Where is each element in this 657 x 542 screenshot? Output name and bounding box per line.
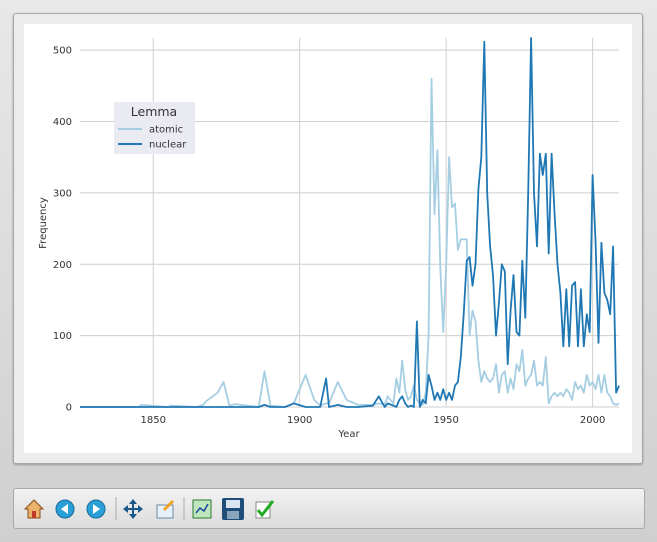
x-tick-label: 1850: [141, 415, 166, 426]
y-tick-label: 100: [53, 331, 72, 342]
x-tick-label: 1950: [433, 415, 458, 426]
y-tick-label: 0: [66, 403, 72, 414]
pan-button[interactable]: [123, 499, 143, 519]
back-button[interactable]: [55, 499, 75, 519]
series-line: [80, 37, 620, 408]
forward-button[interactable]: [86, 499, 106, 519]
y-tick-label: 400: [53, 117, 72, 128]
zoom-button[interactable]: [156, 500, 174, 519]
legend-label: nuclear: [149, 140, 187, 151]
legend-label: atomic: [149, 125, 183, 136]
toolbar-icons: [23, 497, 275, 520]
chart: Year Frequency 0 100 200 300 400 500 1850 1900 1…: [38, 37, 620, 440]
y-tick-label: 200: [53, 260, 72, 271]
save-button[interactable]: [222, 498, 244, 520]
x-axis-label: Year: [337, 429, 360, 440]
series-line: [80, 77, 620, 408]
y-tick-label: 300: [53, 188, 72, 199]
x-tick-label: 1900: [287, 415, 312, 426]
home-button[interactable]: [23, 499, 45, 519]
legend-title: Lemma: [131, 104, 177, 119]
y-axis-label: Frequency: [38, 197, 49, 249]
y-tick-label: 500: [53, 46, 72, 57]
edit-button[interactable]: [255, 500, 275, 519]
subplots-button[interactable]: [192, 499, 212, 519]
toolbar: [13, 488, 645, 529]
x-tick-label: 2000: [580, 415, 605, 426]
